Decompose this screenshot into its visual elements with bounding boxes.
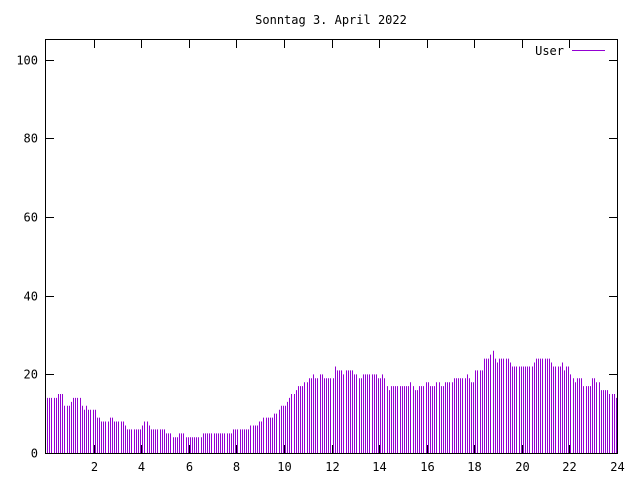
y-tick-label: 20 xyxy=(24,368,38,382)
x-tick-label: 10 xyxy=(277,460,291,474)
bars-group xyxy=(47,350,617,453)
chart-title: Sonntag 3. April 2022 xyxy=(255,13,407,27)
y-tick-label: 80 xyxy=(24,132,38,146)
x-axis: 2 4 6 8 10 12 14 16 18 20 22 24 xyxy=(91,40,625,474)
x-tick-label: 24 xyxy=(610,460,624,474)
x-tick-label: 20 xyxy=(515,460,529,474)
y-tick-label: 0 xyxy=(31,447,38,461)
y-axis: 0 20 40 60 80 100 xyxy=(16,54,617,461)
plot-frame xyxy=(45,39,618,454)
x-tick-label: 6 xyxy=(186,460,193,474)
x-tick-label: 22 xyxy=(562,460,576,474)
y-tick-label: 100 xyxy=(16,54,38,68)
y-tick-label: 60 xyxy=(24,211,38,225)
x-tick-label: 12 xyxy=(325,460,339,474)
x-tick-label: 14 xyxy=(372,460,386,474)
x-tick-label: 4 xyxy=(138,460,145,474)
x-tick-label: 8 xyxy=(233,460,240,474)
y-tick-label: 40 xyxy=(24,290,38,304)
legend: User xyxy=(535,44,605,58)
x-tick-label: 18 xyxy=(467,460,481,474)
x-tick-label: 16 xyxy=(420,460,434,474)
x-tick-label: 2 xyxy=(91,460,98,474)
legend-label: User xyxy=(535,44,564,58)
